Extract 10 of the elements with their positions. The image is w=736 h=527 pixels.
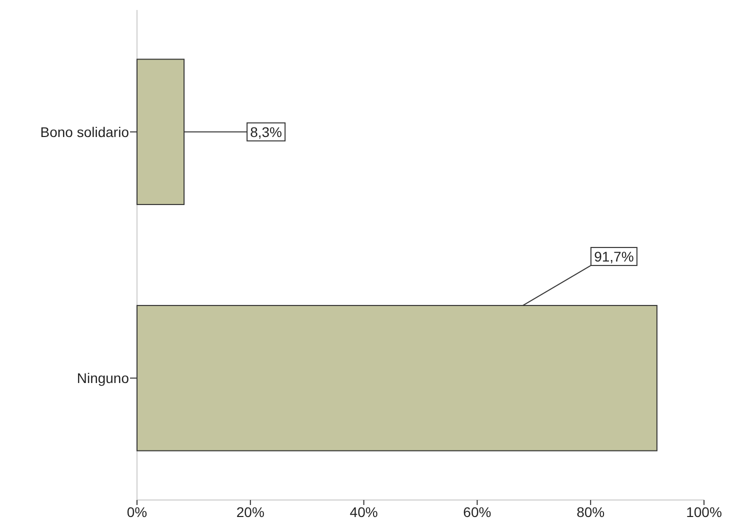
x-tick-label: 80% — [576, 504, 605, 520]
x-tick-label: 40% — [350, 504, 378, 520]
y-tick-label: Bono solidario — [40, 124, 130, 140]
x-tick-label: 60% — [463, 504, 492, 520]
x-tick-label: 20% — [236, 504, 264, 520]
data-label: 8,3% — [250, 124, 282, 140]
data-label: 91,7% — [594, 248, 634, 264]
x-tick-label: 0% — [126, 504, 148, 520]
x-tick-label: 100% — [686, 504, 722, 520]
y-tick-label: Ninguno — [76, 370, 130, 386]
